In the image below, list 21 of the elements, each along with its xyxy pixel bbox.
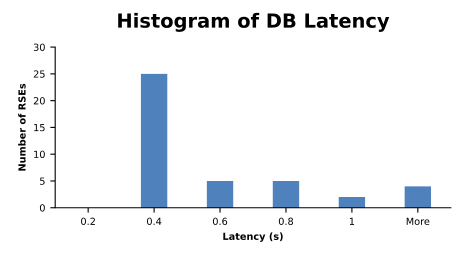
y-tick-label: 10	[34, 150, 45, 158]
bar	[272, 180, 300, 208]
y-tick-label: 25	[34, 70, 45, 78]
x-tick-label: 0.8	[278, 218, 294, 225]
bar	[206, 180, 234, 208]
chart-title: Histogram of DB Latency	[118, 12, 390, 32]
x-tick-label: More	[406, 218, 430, 225]
y-tick-label: 5	[40, 178, 45, 185]
y-tick-label: 20	[34, 97, 45, 104]
bar	[338, 197, 366, 208]
y-tick-label: 15	[34, 124, 45, 132]
bar	[140, 74, 168, 208]
x-tick-label: 1	[350, 218, 354, 225]
x-tick-label: 0.2	[81, 218, 95, 225]
x-tick-label: 0.4	[147, 218, 162, 225]
y-tick-label: 30	[34, 44, 45, 51]
bar	[404, 186, 432, 208]
x-axis-title: Latency (s)	[223, 232, 283, 242]
x-tick-label: 0.6	[212, 218, 228, 225]
y-tick-label: 0	[40, 204, 45, 212]
y-axis-title: Number of RSEs	[18, 84, 26, 171]
